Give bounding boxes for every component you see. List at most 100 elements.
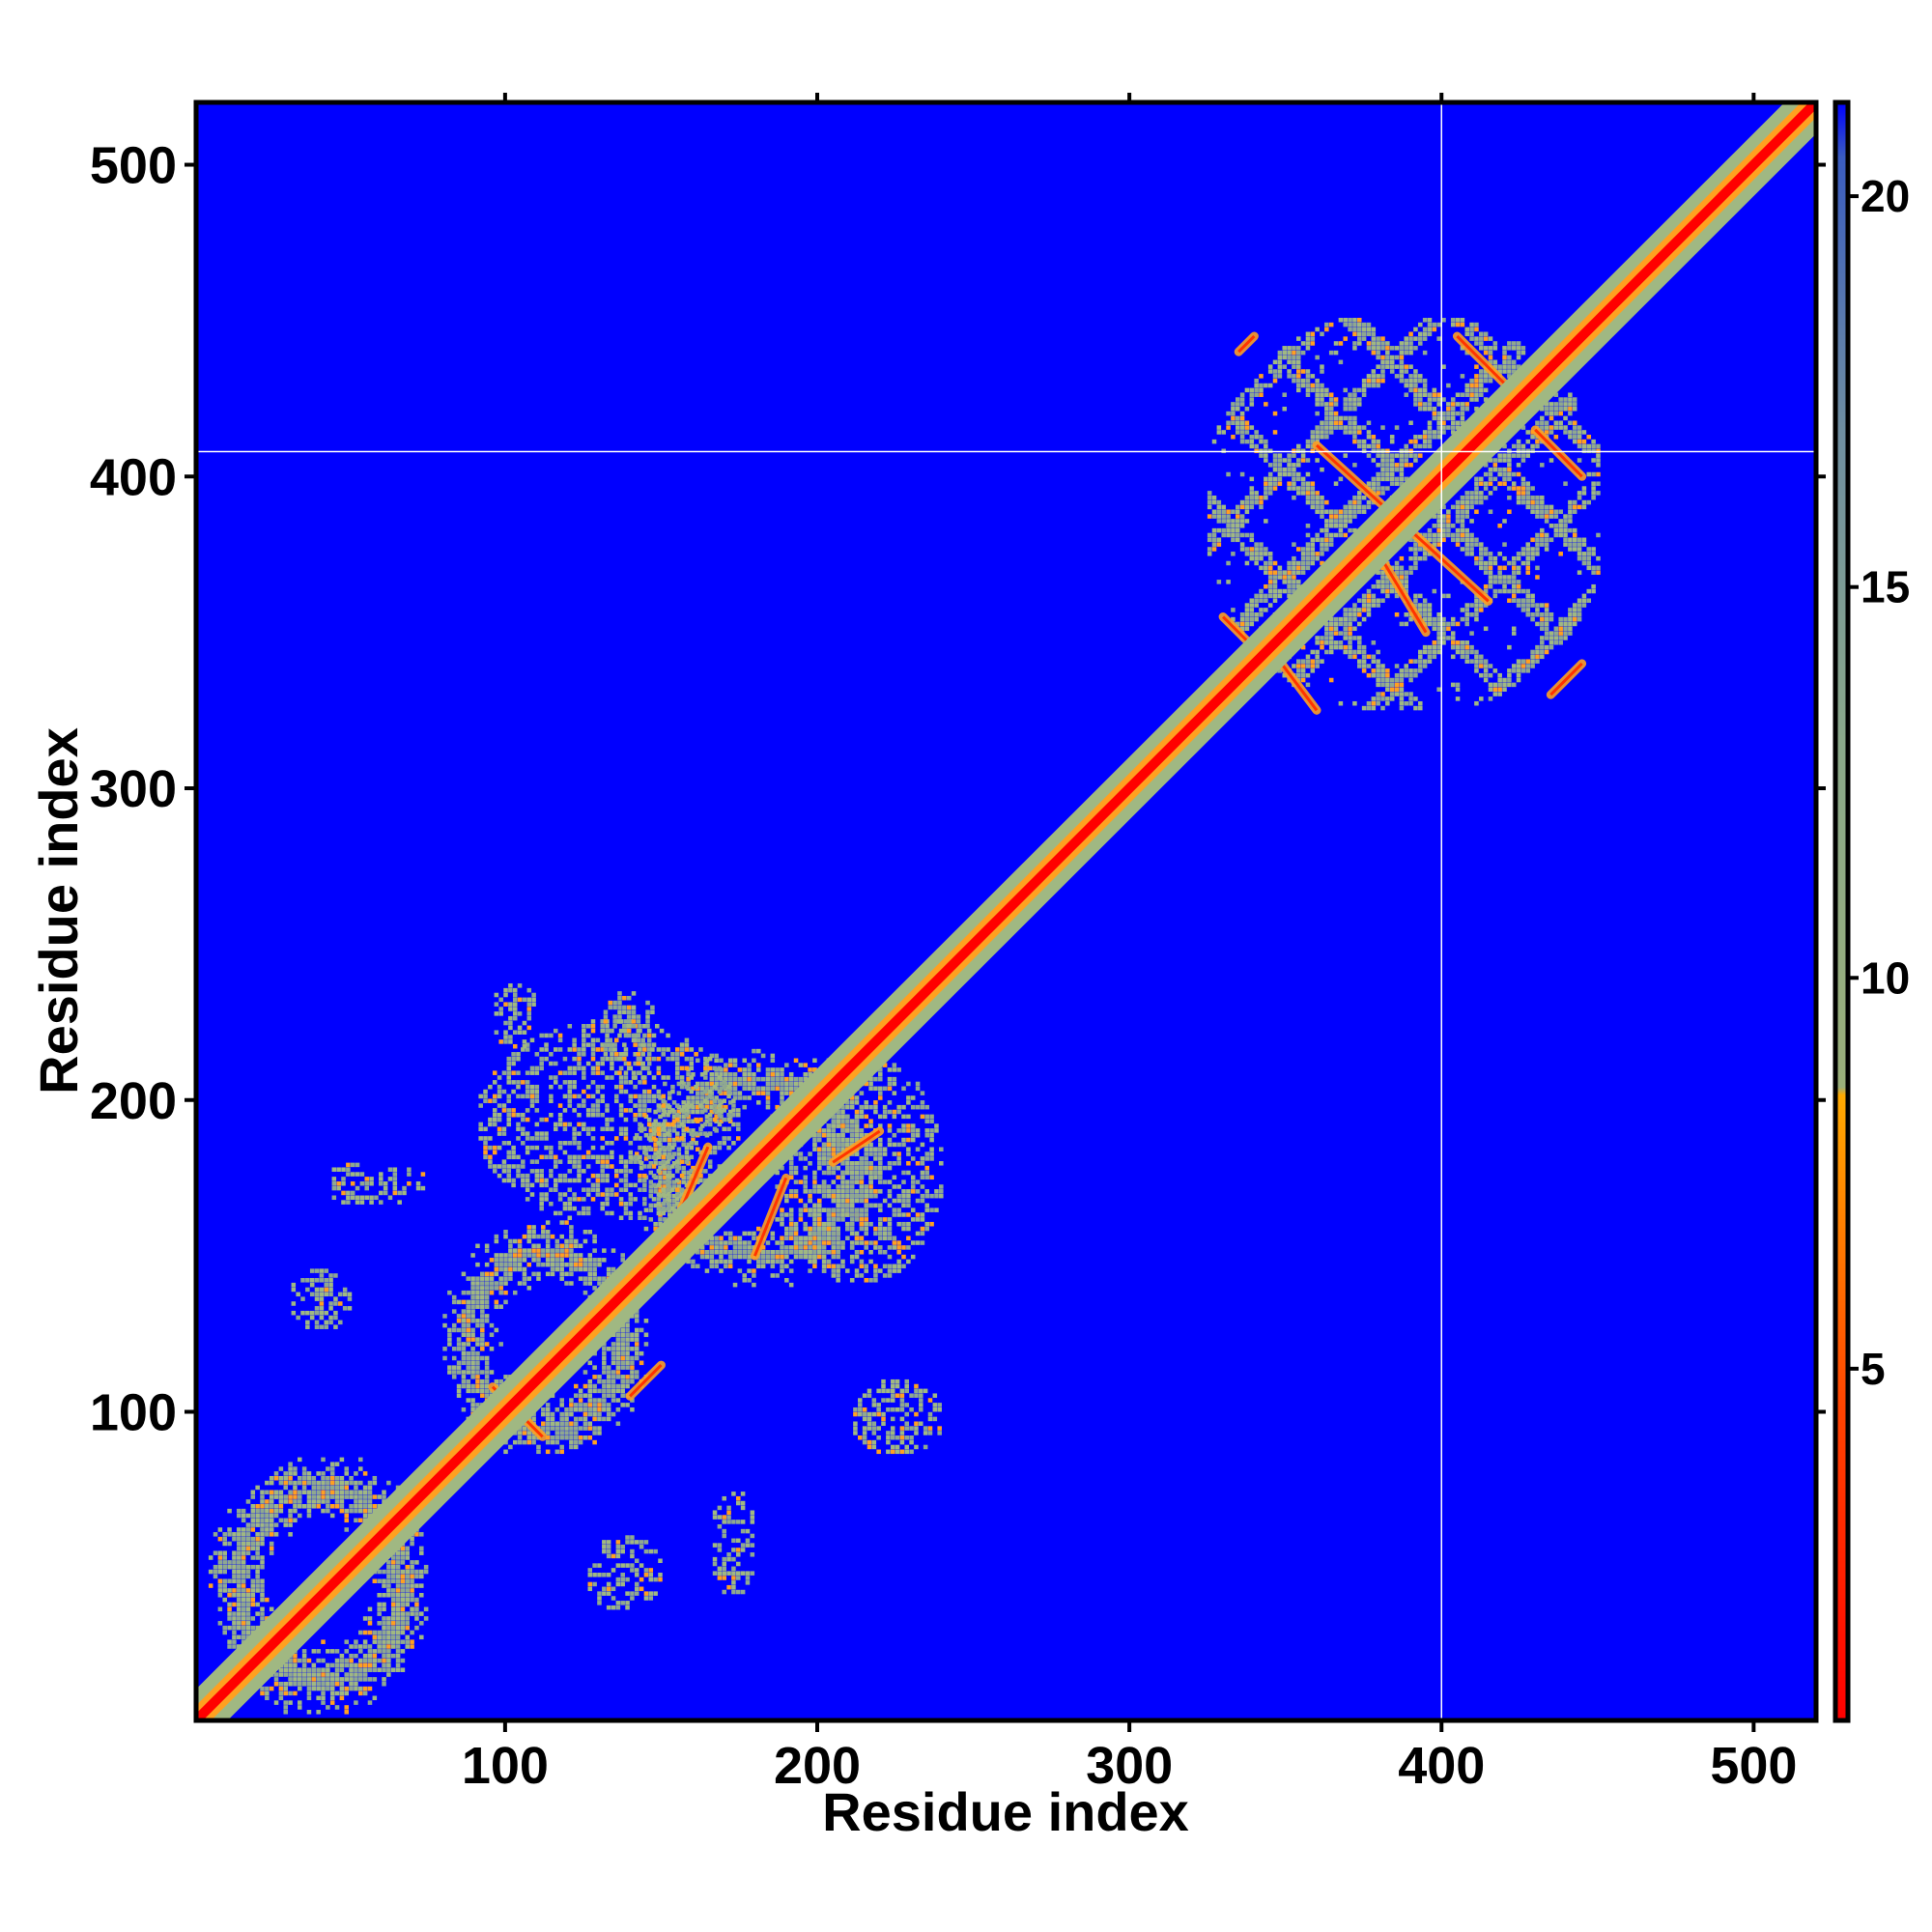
contact-cell — [288, 1522, 293, 1527]
contact-cell — [752, 1268, 756, 1273]
contact-cell — [526, 1025, 532, 1031]
contact-cell — [666, 1131, 670, 1136]
contact-cell — [382, 1625, 386, 1631]
contact-cell — [873, 1170, 878, 1176]
contact-cell — [924, 1151, 930, 1156]
contact-cell — [854, 1208, 860, 1212]
contact-cell — [651, 1042, 657, 1047]
contact-cell — [661, 1098, 666, 1103]
contact-cell — [470, 1281, 475, 1286]
contact-cell — [906, 1226, 911, 1232]
contact-cell — [328, 1282, 333, 1288]
contact-cell — [873, 1203, 878, 1208]
contact-cell — [712, 1571, 718, 1576]
contact-cell — [582, 1416, 588, 1422]
contact-cell — [1244, 552, 1250, 556]
contact-cell — [896, 1184, 901, 1189]
contact-cell — [895, 1449, 900, 1455]
contact-cell — [674, 1159, 680, 1164]
contact-cell — [386, 1592, 391, 1598]
contact-cell — [896, 1212, 901, 1217]
contact-cell — [564, 1220, 569, 1225]
contact-cell — [517, 1011, 523, 1016]
contact-cell — [618, 1112, 624, 1118]
contact-cell — [358, 1662, 363, 1668]
contact-cell — [703, 1070, 708, 1075]
contact-cell — [554, 1439, 560, 1445]
contact-cell — [628, 1210, 634, 1216]
contact-cell — [821, 1161, 827, 1166]
contact-cell — [667, 1212, 672, 1217]
contact-cell — [241, 1625, 246, 1631]
contact-cell — [590, 1187, 596, 1192]
contact-cell — [788, 1072, 794, 1077]
contact-cell — [914, 1383, 919, 1389]
contact-cell — [784, 1236, 789, 1240]
contact-cell — [620, 1577, 625, 1582]
contact-cell — [896, 1161, 901, 1166]
contact-cell — [554, 1266, 560, 1272]
contact-cell — [595, 1037, 601, 1043]
contact-cell — [765, 1100, 771, 1105]
contact-cell — [577, 1164, 582, 1169]
contact-cell — [929, 1137, 934, 1143]
contact-cell — [836, 1184, 840, 1189]
contact-cell — [882, 1063, 888, 1067]
contact-cell — [727, 1063, 733, 1067]
contact-cell — [577, 1122, 582, 1127]
contact-cell — [770, 1058, 776, 1064]
contact-cell — [646, 1061, 652, 1066]
contact-cell — [854, 1249, 860, 1255]
contact-cell — [549, 1201, 554, 1207]
contact-cell — [536, 1449, 541, 1455]
contact-cell — [899, 1431, 905, 1435]
contact-cell — [717, 1566, 723, 1572]
contact-cell — [321, 1686, 326, 1691]
contact-cell — [405, 1569, 411, 1575]
contact-cell — [334, 1672, 340, 1677]
contact-cell — [333, 1296, 338, 1301]
contact-cell — [775, 1067, 780, 1072]
contact-cell — [545, 1253, 551, 1258]
contact-cell — [227, 1602, 232, 1607]
contact-cell — [821, 1221, 827, 1227]
contact-cell — [283, 1522, 288, 1527]
contact-cell — [419, 1611, 424, 1616]
contact-cell — [606, 1347, 611, 1351]
contact-cell — [600, 1056, 605, 1062]
contact-cell — [1216, 499, 1222, 505]
contact-cell — [265, 1504, 270, 1509]
contact-cell — [362, 1686, 368, 1691]
contact-cell — [618, 1187, 624, 1192]
contact-cell — [808, 1236, 812, 1240]
contact-cell — [562, 1206, 568, 1211]
contact-cell — [901, 1123, 906, 1128]
contact-cell — [742, 1095, 747, 1100]
contact-cell — [508, 1266, 513, 1272]
contact-cell — [217, 1560, 223, 1565]
contact-cell — [727, 1072, 733, 1077]
contact-cell — [501, 1103, 507, 1108]
contact-cell — [480, 1294, 485, 1300]
contact-cell — [400, 1639, 406, 1644]
contact-cell — [545, 1248, 551, 1253]
contact-cell — [503, 1020, 508, 1026]
contact-cell — [260, 1597, 265, 1603]
contact-cell — [666, 1192, 670, 1197]
contact-cell — [349, 1672, 354, 1677]
contact-cell — [849, 1137, 855, 1143]
contact-cell — [658, 1558, 663, 1564]
contact-cell — [901, 1128, 906, 1133]
contact-cell — [582, 1122, 586, 1127]
contact-cell — [372, 1475, 378, 1481]
contact-cell — [699, 1254, 705, 1260]
contact-cell — [896, 1240, 901, 1245]
contact-cell — [1239, 411, 1245, 416]
contact-cell — [691, 1128, 696, 1133]
contact-cell — [344, 1527, 350, 1532]
contact-cell — [288, 1700, 293, 1705]
contact-cell — [288, 1667, 293, 1672]
contact-cell — [890, 1388, 895, 1394]
contact-cell — [480, 1314, 485, 1319]
contact-cell — [1231, 509, 1236, 515]
